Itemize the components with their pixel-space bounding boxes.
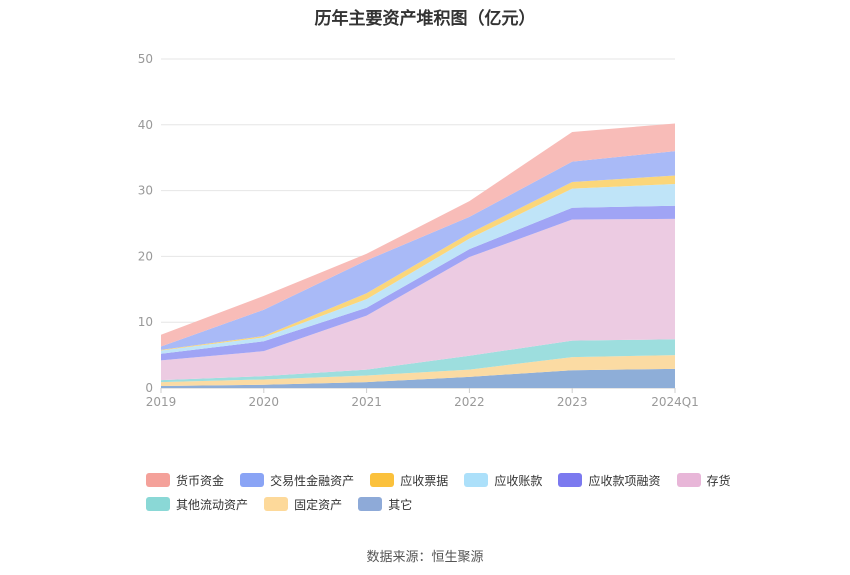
legend-item-notes-receivable[interactable]: 应收票据 [370,472,448,488]
legend-label: 应收票据 [400,473,449,488]
area-series [161,151,675,350]
x-tick-label: 2019 [146,395,177,409]
y-tick-label: 20 [138,249,153,263]
legend-swatch [464,473,489,487]
legend-row-2: 其他流动资产 固定资产 其它 [146,496,746,520]
x-tick-label: 2020 [249,395,280,409]
legend-item-receivables-financing[interactable]: 应收款项融资 [558,472,660,488]
area-series [161,368,675,388]
y-tick-label: 50 [138,52,153,66]
legend-item-trading-assets[interactable]: 交易性金融资产 [240,472,354,488]
legend-label: 货币资金 [176,473,225,488]
legend-swatch [370,473,395,487]
stacked-area-chart: 0 10 20 30 40 50 2019 2020 2021 2022 2023 2024Q1 [138,52,699,409]
legend-label: 交易性金融资产 [270,473,355,488]
legend-label: 应收账款 [494,473,543,488]
legend-item-cash[interactable]: 货币资金 [146,472,224,488]
legend-swatch [676,473,701,487]
legend-swatch [146,497,170,511]
x-tick-label: 2024Q1 [651,395,699,409]
legend-item-fixed-assets[interactable]: 固定资产 [264,496,342,512]
legend-swatch [240,473,265,487]
legend-row-1: 货币资金 交易性金融资产 应收票据 应收账款 应收款项融资 存货 [146,472,746,496]
area-series [161,218,675,381]
area-series [161,205,675,361]
area-series [161,339,675,383]
x-tick-label: 2021 [351,395,382,409]
legend-swatch [558,473,583,487]
y-tick-label: 30 [138,184,153,198]
legend-swatch [264,497,289,511]
x-tick-label: 2022 [454,395,485,409]
area-series [161,123,675,347]
legend-label: 其他流动资产 [176,497,249,512]
legend-item-other[interactable]: 其它 [358,496,412,512]
legend-label: 存货 [706,473,731,488]
legend-item-accounts-receivable[interactable]: 应收账款 [464,472,542,488]
legend-label: 应收款项融资 [588,473,661,488]
legend-label: 其它 [388,497,413,512]
y-tick-label: 0 [145,381,153,395]
data-source: 数据来源：恒生聚源 [366,550,484,565]
x-tick-label: 2023 [557,395,588,409]
legend-label: 固定资产 [294,497,343,512]
legend-item-inventory[interactable]: 存货 [676,472,731,488]
y-tick-label: 10 [138,315,153,329]
legend-item-other-current-assets[interactable]: 其他流动资产 [146,496,248,512]
y-tick-label: 40 [138,118,153,132]
area-series [161,355,675,387]
legend-swatch [146,473,170,487]
chart-legend: 货币资金 交易性金融资产 应收票据 应收账款 应收款项融资 存货 其他流动资产 [146,472,746,520]
legend-swatch [358,497,383,511]
chart-title: 历年主要资产堆积图（亿元） [314,9,536,29]
